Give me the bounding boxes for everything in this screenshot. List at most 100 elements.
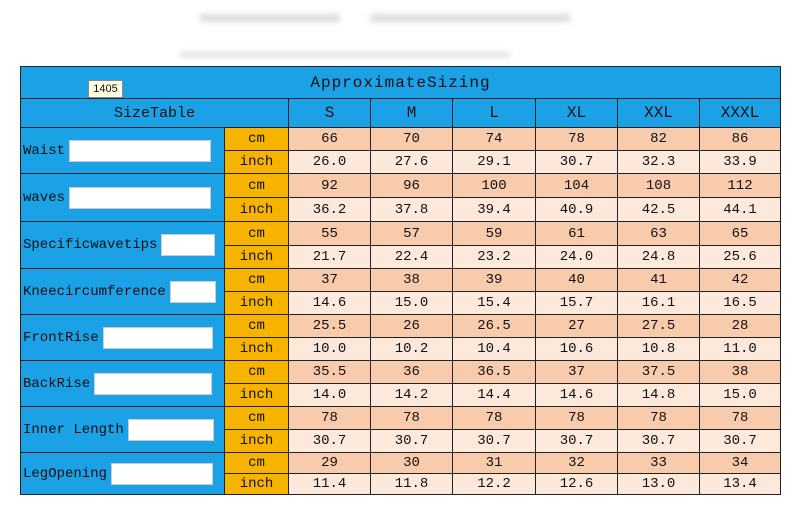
- value-cell: 65: [699, 221, 781, 246]
- value-cell: 30.7: [535, 150, 618, 174]
- unit: inch: [224, 473, 289, 495]
- value-cell: 30.7: [288, 429, 371, 453]
- unit: cm: [224, 221, 289, 246]
- row-label-text: Specificwavetips: [23, 237, 158, 253]
- value-cell: 15.0: [699, 383, 781, 407]
- unit: inch: [224, 245, 289, 269]
- value-cell: 12.2: [452, 473, 536, 495]
- row-label: LegOpening: [20, 452, 225, 495]
- value-cell: 26.0: [288, 150, 371, 174]
- unit: inch: [224, 383, 289, 407]
- value-cell: 30.7: [617, 429, 700, 453]
- value-cell: 30.7: [699, 429, 781, 453]
- value-cell: 36: [370, 360, 453, 384]
- value-cell: 14.4: [452, 383, 536, 407]
- blurred-heading: [370, 14, 570, 22]
- value-cell: 23.2: [452, 245, 536, 269]
- unit: cm: [224, 452, 289, 474]
- value-cell: 30.7: [370, 429, 453, 453]
- value-cell: 14.6: [288, 291, 371, 315]
- unit: inch: [224, 197, 289, 222]
- value-cell: 14.2: [370, 383, 453, 407]
- row-label: waves: [20, 173, 225, 222]
- size-header: XXXL: [699, 98, 781, 128]
- redaction: [94, 372, 213, 395]
- value-cell: 104: [535, 173, 618, 198]
- value-cell: 78: [288, 406, 371, 430]
- title-row: ApproximateSizing: [20, 66, 781, 99]
- value-cell: 11.4: [288, 473, 371, 495]
- value-cell: 29: [288, 452, 371, 474]
- value-cell: 34: [699, 452, 781, 474]
- value-cell: 30: [370, 452, 453, 474]
- value-cell: 78: [452, 406, 536, 430]
- value-cell: 13.4: [699, 473, 781, 495]
- value-cell: 38: [370, 268, 453, 292]
- redaction: [161, 234, 216, 256]
- unit: cm: [224, 268, 289, 292]
- redaction: [69, 186, 212, 209]
- value-cell: 33: [617, 452, 700, 474]
- value-cell: 10.6: [535, 337, 618, 361]
- value-cell: 10.4: [452, 337, 536, 361]
- value-cell: 26: [370, 314, 453, 338]
- value-cell: 11.0: [699, 337, 781, 361]
- unit: inch: [224, 429, 289, 453]
- value-cell: 29.1: [452, 150, 536, 174]
- row-label-text: Waist: [23, 142, 66, 159]
- unit: cm: [224, 127, 289, 151]
- value-cell: 15.7: [535, 291, 618, 315]
- row-label-text: FrontRise: [23, 329, 99, 346]
- value-cell: 42: [699, 268, 781, 292]
- value-cell: 78: [699, 406, 781, 430]
- redaction: [69, 139, 212, 162]
- value-cell: 13.0: [617, 473, 700, 495]
- value-cell: 22.4: [370, 245, 453, 269]
- size-header: M: [370, 98, 453, 128]
- value-cell: 38: [699, 360, 781, 384]
- value-cell: 36.5: [452, 360, 536, 384]
- size-header: S: [288, 98, 371, 128]
- row-label-text: LegOpening: [23, 465, 108, 482]
- value-cell: 30.7: [452, 429, 536, 453]
- row-label: Kneecircumference: [20, 268, 225, 315]
- row-label-text: Inner Length: [23, 421, 124, 438]
- value-cell: 32: [535, 452, 618, 474]
- value-cell: 78: [617, 406, 700, 430]
- value-cell: 16.5: [699, 291, 781, 315]
- value-cell: 70: [370, 127, 453, 151]
- value-cell: 28: [699, 314, 781, 338]
- value-cell: 61: [535, 221, 618, 246]
- value-cell: 59: [452, 221, 536, 246]
- value-cell: 108: [617, 173, 700, 198]
- row-label-text: waves: [23, 189, 66, 206]
- value-cell: 33.9: [699, 150, 781, 174]
- value-cell: 92: [288, 173, 371, 198]
- value-cell: 66: [288, 127, 371, 151]
- value-cell: 27.5: [617, 314, 700, 338]
- value-cell: 78: [370, 406, 453, 430]
- value-cell: 100: [452, 173, 536, 198]
- row-label-text: BackRise: [23, 375, 91, 392]
- value-cell: 32.3: [617, 150, 700, 174]
- value-cell: 11.8: [370, 473, 453, 495]
- row-label: Waist: [20, 127, 225, 174]
- value-cell: 112: [699, 173, 781, 198]
- value-cell: 39: [452, 268, 536, 292]
- row-label-text: Kneecircumference: [23, 283, 166, 300]
- value-cell: 55: [288, 221, 371, 246]
- row-label: FrontRise: [20, 314, 225, 361]
- value-cell: 63: [617, 221, 700, 246]
- unit: cm: [224, 406, 289, 430]
- value-cell: 74: [452, 127, 536, 151]
- unit: cm: [224, 173, 289, 198]
- value-cell: 37.8: [370, 197, 453, 222]
- value-cell: 40: [535, 268, 618, 292]
- value-cell: 37: [288, 268, 371, 292]
- value-cell: 57: [370, 221, 453, 246]
- value-cell: 10.2: [370, 337, 453, 361]
- value-cell: 40.9: [535, 197, 618, 222]
- value-cell: 16.1: [617, 291, 700, 315]
- value-cell: 35.5: [288, 360, 371, 384]
- value-cell: 41: [617, 268, 700, 292]
